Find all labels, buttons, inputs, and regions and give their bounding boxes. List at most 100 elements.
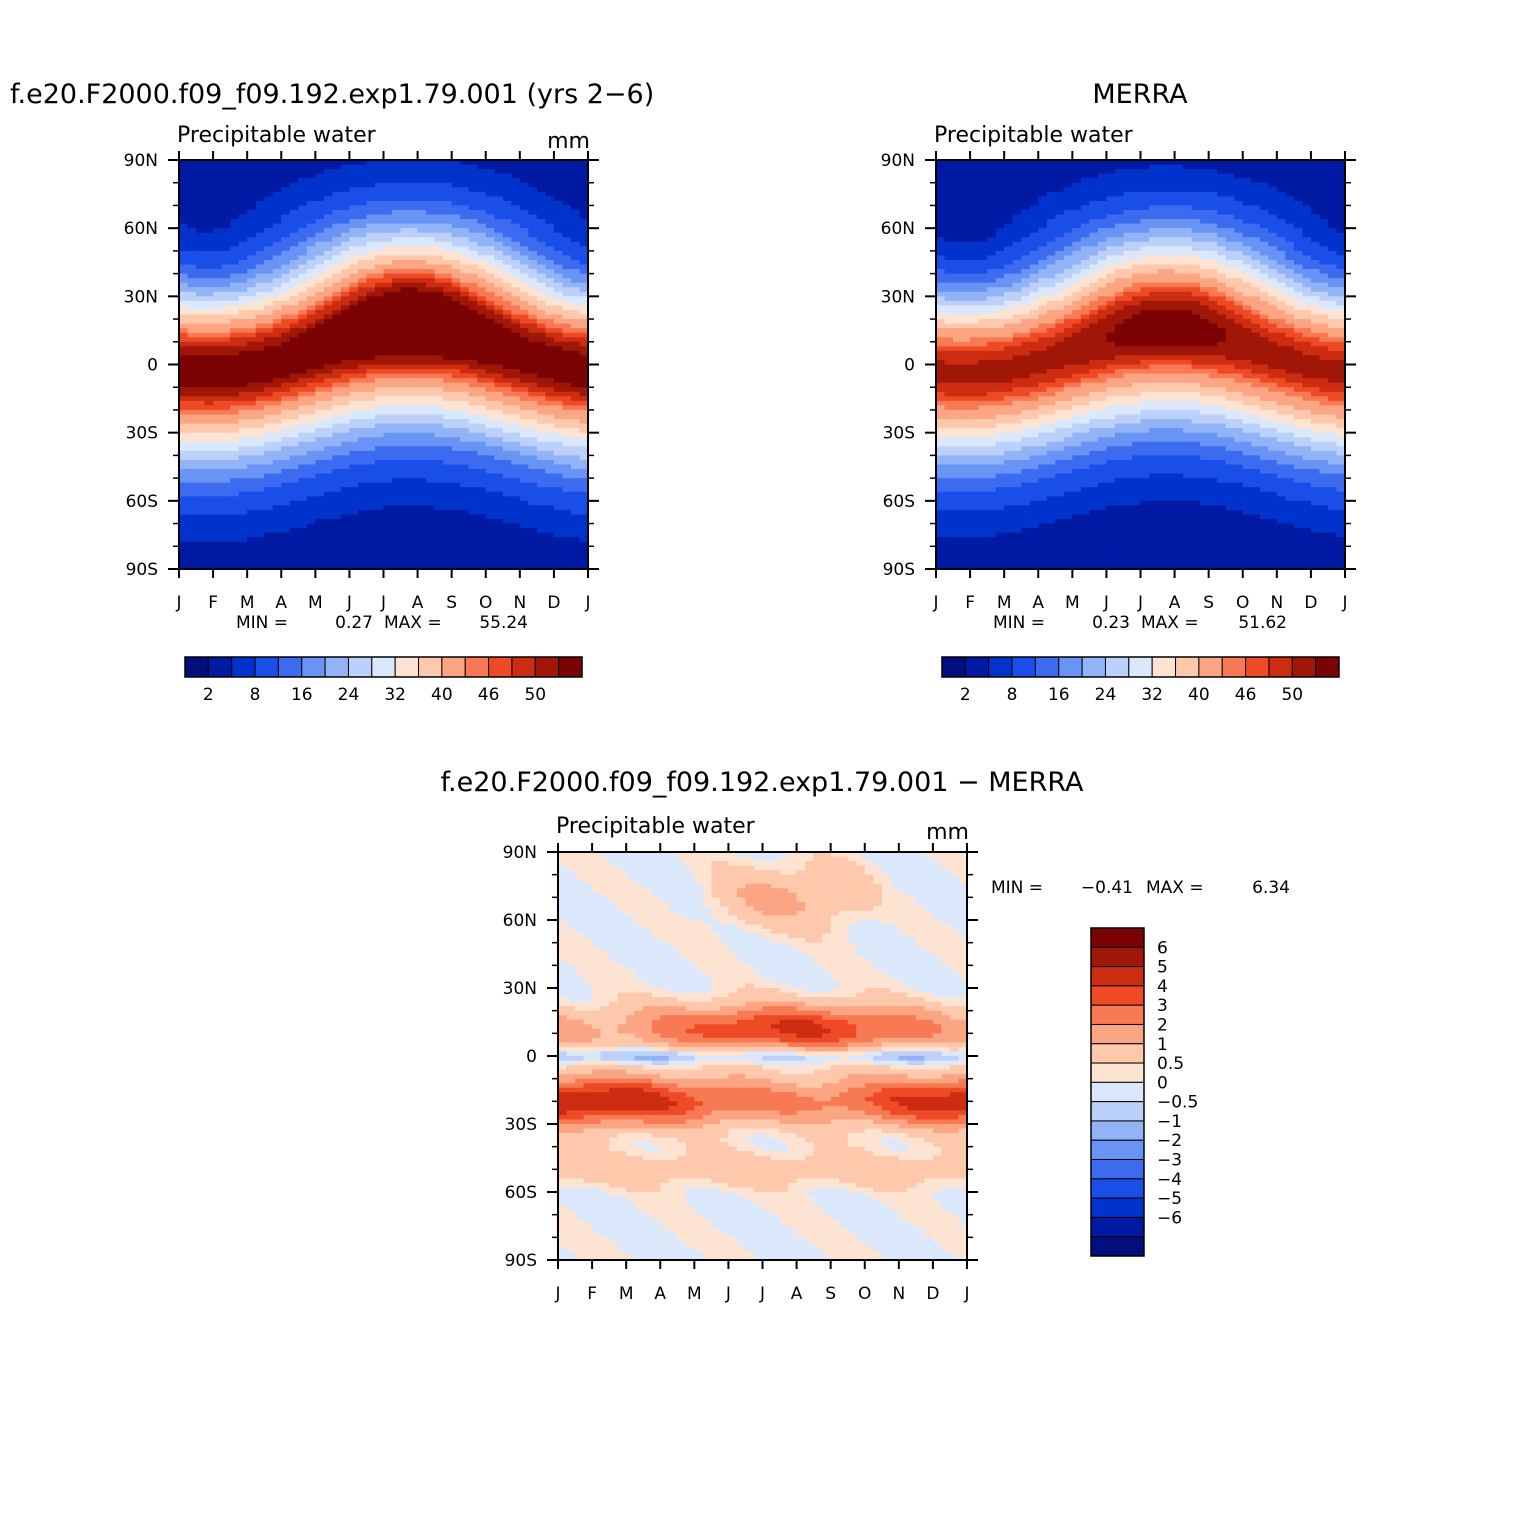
field-cell [579, 496, 589, 502]
field-cell [1157, 173, 1167, 179]
field-cell [213, 409, 223, 416]
field-cell [519, 550, 529, 556]
field-cell [1217, 200, 1227, 207]
field-cell [1208, 178, 1218, 184]
field-cell [255, 273, 265, 279]
field-cell [392, 364, 402, 370]
field-cell [281, 423, 291, 429]
field-cell [255, 323, 265, 329]
field-cell [434, 528, 444, 534]
field-cell [323, 409, 333, 416]
field-cell [978, 182, 988, 188]
field-cell [179, 228, 189, 234]
field-cell [1029, 169, 1039, 175]
field-cell [332, 455, 342, 461]
field-cell [349, 523, 359, 529]
field-cell [1285, 200, 1295, 207]
field-cell [434, 337, 444, 343]
field-cell [315, 232, 325, 238]
field-cell [204, 319, 214, 325]
field-cell [451, 205, 461, 211]
field-cell [944, 200, 954, 207]
field-cell [332, 178, 342, 184]
field-cell [298, 200, 308, 207]
field-cell [247, 296, 257, 302]
field-cell [417, 382, 427, 388]
field-cell [179, 546, 189, 552]
field-cell [494, 446, 504, 452]
field-cell [366, 505, 376, 511]
field-cell [528, 455, 538, 461]
field-cell [187, 164, 197, 170]
field-cell [1089, 164, 1099, 170]
field-cell [315, 405, 325, 411]
field-cell [502, 387, 512, 393]
field-cell [485, 223, 495, 229]
field-cell [400, 328, 410, 334]
field-cell [357, 273, 368, 279]
field-cell [451, 523, 461, 529]
field-cell [400, 478, 410, 484]
field-cell [477, 223, 487, 229]
field-cell [485, 237, 495, 243]
field-cell [1285, 191, 1295, 197]
field-cell [187, 346, 197, 352]
field-cell [978, 205, 988, 211]
field-cell [460, 555, 470, 561]
field-cell [332, 241, 342, 247]
field-cell [1276, 187, 1286, 193]
field-cell [468, 391, 478, 397]
field-cell [221, 350, 231, 357]
field-cell [306, 464, 316, 470]
field-cell [374, 296, 385, 302]
field-cell [460, 355, 470, 361]
field-cell [545, 350, 555, 357]
field-cell [230, 314, 240, 320]
field-cell [315, 278, 325, 284]
field-cell [502, 559, 512, 566]
field-cell [494, 282, 504, 288]
field-cell [511, 450, 521, 456]
field-cell [179, 382, 189, 388]
field-cell [553, 419, 564, 425]
field-cell [443, 337, 453, 343]
field-cell [528, 514, 538, 520]
field-cell [528, 546, 538, 552]
field-cell [179, 423, 189, 429]
field-cell [392, 273, 402, 279]
field-cell [349, 246, 359, 252]
field-cell [230, 491, 240, 497]
field-cell [340, 464, 351, 470]
field-cell [579, 459, 589, 466]
field-cell [1012, 209, 1022, 216]
field-cell [247, 187, 257, 193]
field-cell [460, 296, 470, 302]
field-cell [298, 409, 308, 416]
field-cell [502, 514, 512, 520]
field-cell [230, 541, 240, 547]
field-cell [1131, 182, 1142, 188]
field-cell [281, 369, 291, 375]
field-cell [366, 450, 376, 456]
field-cell [315, 332, 325, 338]
field-cell [196, 473, 206, 479]
field-cell [1131, 205, 1142, 211]
field-cell [238, 200, 248, 207]
field-cell [562, 387, 572, 393]
field-cell [451, 191, 461, 197]
field-cell [187, 437, 197, 443]
field-cell [187, 364, 197, 370]
field-cell [289, 200, 299, 207]
field-cell [451, 369, 461, 375]
field-cell [383, 550, 393, 556]
field-cell [961, 200, 971, 207]
field-cell [374, 337, 385, 343]
field-cell [400, 209, 410, 216]
field-cell [187, 187, 197, 193]
field-cell [460, 205, 470, 211]
field-cell [511, 341, 521, 347]
field-cell [1234, 164, 1244, 170]
field-cell [536, 323, 546, 329]
field-cell [383, 209, 393, 216]
field-cell [374, 537, 385, 543]
